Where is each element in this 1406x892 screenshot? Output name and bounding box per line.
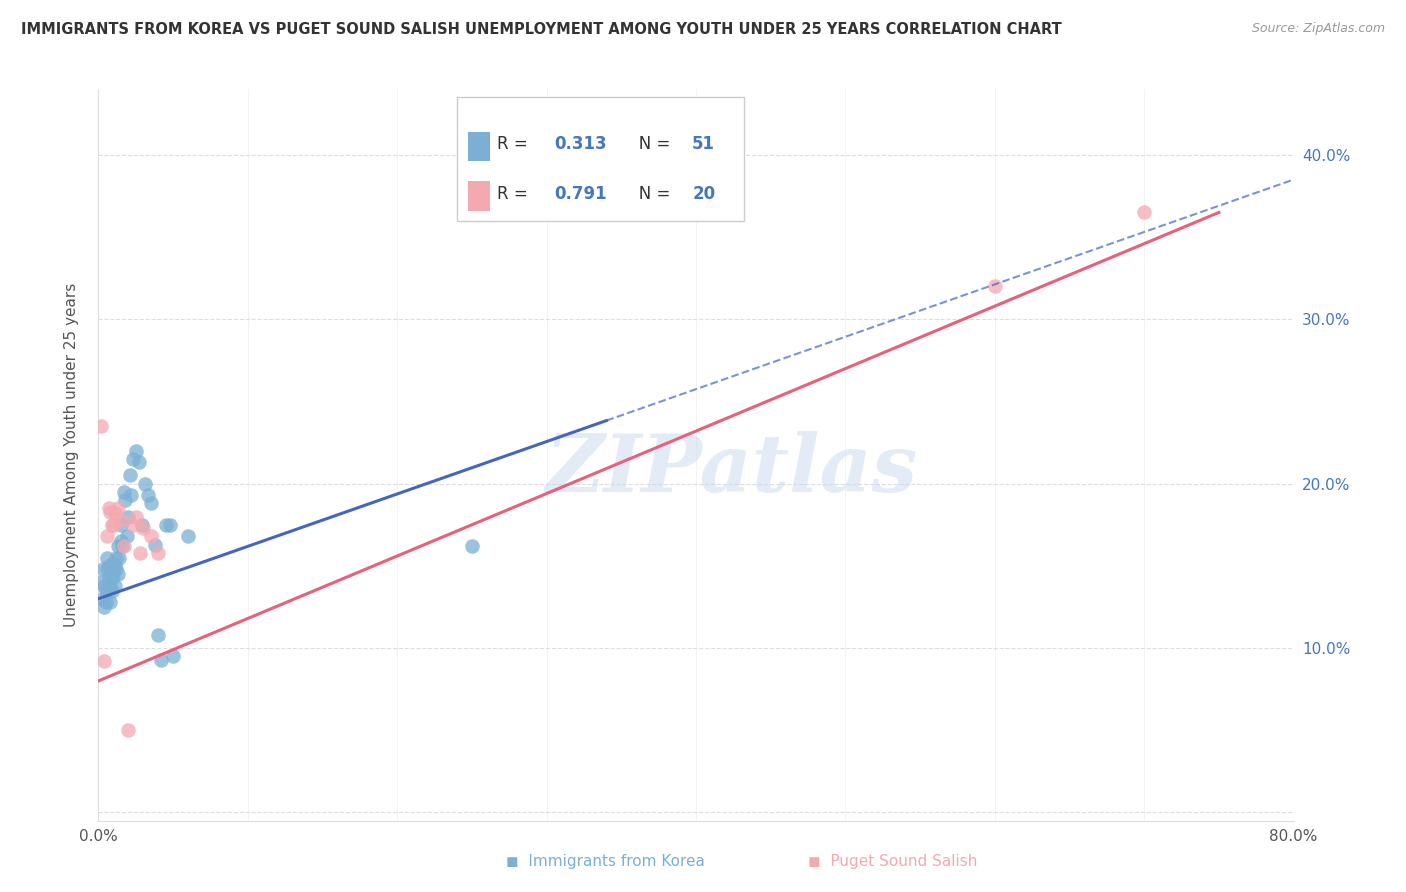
Point (1133, 205, 1156, 219)
Point (129, 546, 152, 560)
Point (108, 550, 131, 565)
Point (97, 570, 120, 584)
Point (121, 452, 143, 467)
Point (98, 578, 122, 592)
Point (110, 517, 132, 532)
Point (91, 562, 114, 576)
Point (96, 550, 118, 565)
Point (132, 521, 155, 535)
Text: Source: ZipAtlas.com: Source: ZipAtlas.com (1251, 22, 1385, 36)
Point (104, 558, 127, 573)
Point (101, 570, 124, 584)
Text: N =: N = (623, 135, 676, 153)
Point (101, 517, 124, 532)
Point (103, 570, 125, 584)
Point (125, 509, 148, 524)
Point (110, 513, 132, 527)
Point (107, 539, 129, 553)
Point (120, 488, 142, 502)
Point (101, 583, 124, 598)
Point (162, 649, 184, 664)
Point (112, 539, 135, 553)
Point (155, 517, 177, 532)
Point (148, 546, 170, 560)
Point (104, 506, 127, 520)
Point (112, 484, 135, 499)
Point (148, 628, 170, 642)
Text: R =: R = (498, 135, 533, 153)
Point (550, 164, 572, 178)
Point (177, 529, 200, 543)
Point (96, 562, 118, 576)
Point (117, 723, 139, 738)
Point (150, 652, 173, 666)
Bar (468, 181, 489, 211)
Point (143, 537, 166, 551)
Point (111, 539, 134, 553)
Point (93, 599, 115, 614)
Point (136, 488, 159, 502)
Point (91, 591, 114, 606)
Text: ◼  Immigrants from Korea: ◼ Immigrants from Korea (506, 854, 704, 869)
Point (128, 455, 150, 469)
Point (97, 558, 120, 573)
Text: 20: 20 (692, 185, 716, 202)
Point (107, 567, 129, 582)
Point (105, 550, 128, 565)
Point (98, 505, 122, 519)
Point (104, 578, 127, 592)
Text: N =: N = (623, 185, 676, 202)
Point (105, 562, 128, 576)
Text: IMMIGRANTS FROM KOREA VS PUGET SOUND SALISH UNEMPLOYMENT AMONG YOUTH UNDER 25 YE: IMMIGRANTS FROM KOREA VS PUGET SOUND SAL… (21, 22, 1062, 37)
Point (134, 476, 156, 491)
Point (107, 501, 129, 516)
Text: ZIPatlas: ZIPatlas (546, 431, 918, 508)
Point (103, 517, 125, 532)
Point (118, 468, 141, 483)
Point (461, 539, 484, 553)
Point (121, 517, 143, 532)
Point (97, 578, 120, 592)
Point (97, 501, 120, 516)
Text: 0.791: 0.791 (554, 185, 607, 202)
Point (117, 509, 139, 524)
Point (90, 419, 112, 434)
Point (93, 578, 115, 592)
Text: ◼  Puget Sound Salish: ◼ Puget Sound Salish (808, 854, 977, 869)
FancyBboxPatch shape (457, 96, 744, 221)
Y-axis label: Unemployment Among Youth under 25 years: Unemployment Among Youth under 25 years (65, 283, 79, 627)
Point (94, 595, 117, 609)
Point (93, 654, 115, 668)
Point (90, 575, 112, 590)
Text: R =: R = (498, 185, 533, 202)
Point (139, 496, 162, 510)
Point (159, 517, 181, 532)
Point (103, 562, 125, 576)
Point (131, 517, 153, 532)
Point (125, 443, 148, 458)
Bar (468, 132, 489, 161)
Text: 51: 51 (692, 135, 716, 153)
Point (114, 493, 136, 508)
Point (984, 279, 1007, 293)
Point (96, 529, 118, 543)
Point (98, 595, 122, 609)
Text: 0.313: 0.313 (554, 135, 607, 153)
Point (103, 556, 125, 570)
Point (139, 529, 162, 543)
Point (94, 583, 117, 598)
Point (115, 529, 138, 543)
Point (110, 534, 132, 549)
